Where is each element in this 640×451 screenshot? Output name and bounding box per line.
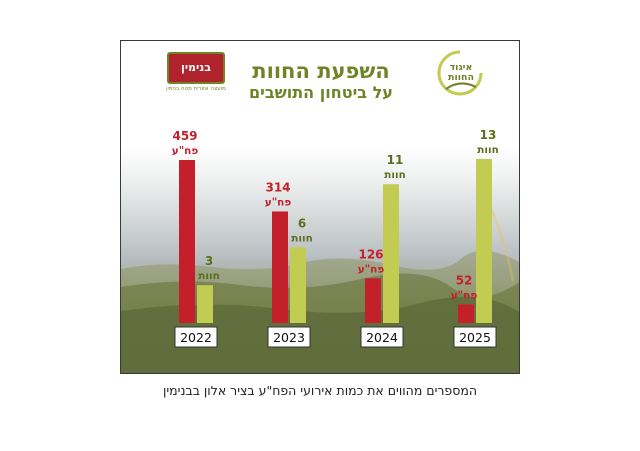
label-farms-value-2024: 11: [387, 153, 404, 167]
farms-logo-name-line2: החוות: [447, 72, 475, 83]
year-label-2023: 2023: [273, 330, 305, 345]
bar-terror-2024: [365, 278, 381, 323]
year-label-2024: 2024: [366, 330, 398, 345]
chart-subtitle: על ביטחון התושבים: [249, 83, 393, 102]
label-terror-value-2022: 459: [172, 129, 197, 143]
bar-chart: 459 פח"ע 3 חוות 2022 314 פח"ע 6 חוות 2023 126 פח"ע 1…: [172, 128, 499, 348]
caption: המספרים מהווים את כמות אירועי הפח"ע בציר…: [162, 383, 477, 398]
year-box-2025: [453, 326, 497, 348]
year-box-2024: [360, 326, 404, 348]
bar-terror-2025: [458, 304, 474, 323]
label-terror-unit-2025: פח"ע: [451, 290, 478, 302]
year-label-2022: 2022: [180, 330, 212, 345]
bar-farms-2022: [197, 285, 213, 323]
bar-farms-2023: [290, 247, 306, 323]
label-farms-unit-2024: חוות: [384, 169, 406, 181]
label-terror-unit-2022: פח"ע: [172, 145, 199, 157]
infographic-frame: בנימין מועצה אזורית מטה בנימין השפעת החו…: [120, 40, 520, 374]
year-label-2025: 2025: [459, 330, 491, 345]
label-terror-value-2024: 126: [358, 247, 383, 261]
label-farms-value-2023: 6: [298, 216, 306, 230]
label-terror-unit-2024: פח"ע: [358, 263, 385, 275]
year-box-2023: [267, 326, 311, 348]
label-farms-value-2025: 13: [480, 128, 497, 142]
label-farms-unit-2023: חוות: [291, 232, 313, 244]
label-farms-value-2022: 3: [205, 254, 213, 268]
binyamin-logo: בנימין מועצה אזורית מטה בנימין: [163, 52, 229, 98]
year-box-2022: [174, 326, 218, 348]
bar-terror-2022: [179, 160, 195, 323]
bar-terror-2023: [272, 211, 288, 323]
binyamin-logo-tagline: מועצה אזורית מטה בנימין: [166, 86, 226, 92]
chart-title: השפעת החוות: [252, 59, 390, 83]
farms-logo-ring-icon: [437, 50, 483, 96]
label-farms-unit-2022: חוות: [198, 270, 220, 282]
label-terror-value-2025: 52: [456, 274, 473, 288]
farms-logo-name: איגוד החוות: [442, 63, 480, 83]
label-terror-value-2023: 314: [265, 180, 290, 194]
label-farms-unit-2025: חוות: [477, 144, 499, 156]
bar-farms-2024: [383, 184, 399, 323]
landscape-background: [121, 190, 519, 373]
label-terror-unit-2023: פח"ע: [265, 196, 292, 208]
farms-logo-name-line1: איגוד: [449, 62, 473, 73]
farms-association-logo: איגוד החוות: [436, 49, 484, 97]
binyamin-logo-name: בנימין: [167, 52, 225, 84]
bar-farms-2025: [476, 159, 492, 323]
